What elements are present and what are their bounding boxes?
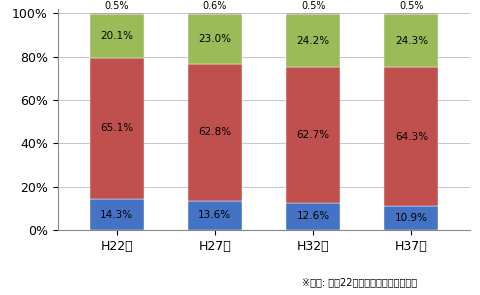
Text: 24.2%: 24.2%: [297, 35, 330, 45]
Text: 13.6%: 13.6%: [198, 210, 231, 220]
Bar: [90, 199, 144, 230]
Bar: [384, 206, 438, 230]
Bar: [384, 13, 438, 14]
Text: 20.1%: 20.1%: [100, 31, 133, 41]
Text: 65.1%: 65.1%: [100, 124, 133, 133]
Text: 0.6%: 0.6%: [203, 1, 227, 12]
Text: 62.7%: 62.7%: [297, 130, 330, 140]
Bar: [90, 14, 144, 58]
Text: 0.5%: 0.5%: [104, 1, 129, 12]
Text: 0.5%: 0.5%: [399, 1, 424, 12]
Text: 0.5%: 0.5%: [301, 1, 325, 12]
Text: ※資料: 平成22年国勢調査結果から推計: ※資料: 平成22年国勢調査結果から推計: [302, 277, 418, 287]
Text: 24.3%: 24.3%: [395, 36, 428, 46]
Bar: [286, 67, 340, 203]
Text: 64.3%: 64.3%: [395, 132, 428, 142]
Bar: [188, 13, 242, 14]
Bar: [188, 201, 242, 230]
Bar: [384, 67, 438, 206]
Text: 10.9%: 10.9%: [395, 213, 428, 223]
Bar: [90, 13, 144, 14]
Text: 23.0%: 23.0%: [198, 35, 231, 45]
Bar: [384, 14, 438, 67]
Text: 14.3%: 14.3%: [100, 209, 133, 219]
Text: 62.8%: 62.8%: [198, 127, 231, 137]
Bar: [90, 58, 144, 199]
Bar: [286, 13, 340, 14]
Text: 12.6%: 12.6%: [297, 212, 330, 222]
Bar: [188, 64, 242, 201]
Bar: [188, 14, 242, 64]
Bar: [286, 14, 340, 67]
Bar: [286, 203, 340, 230]
